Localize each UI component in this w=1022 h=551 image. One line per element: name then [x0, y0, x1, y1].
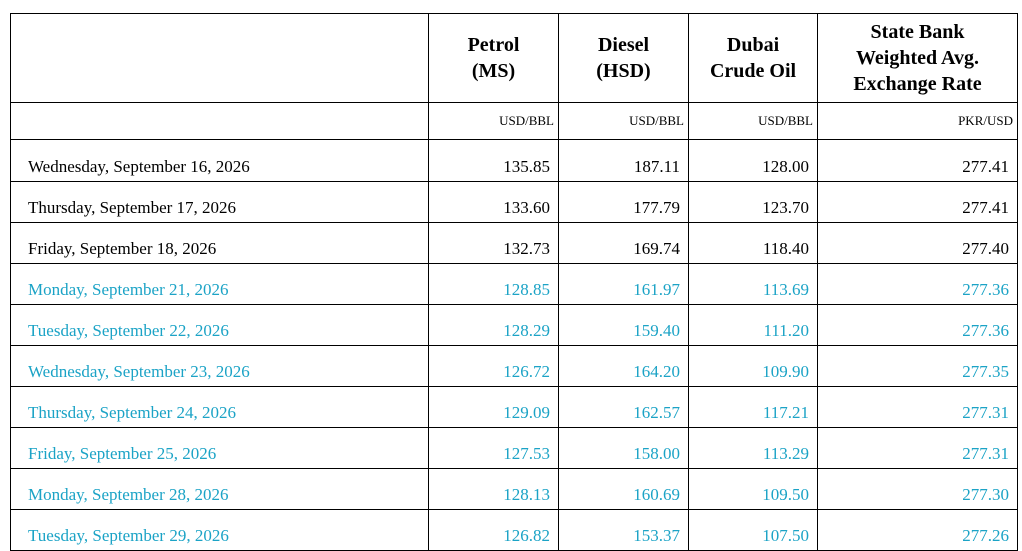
unit-dubai: USD/BBL: [688, 102, 818, 140]
row-rate: 277.30: [817, 468, 1018, 510]
row-dubai: 123.70: [688, 181, 818, 223]
row-petrol: 133.60: [428, 181, 559, 223]
row-rate: 277.36: [817, 263, 1018, 305]
row-diesel: 187.11: [558, 139, 689, 182]
unit-date-cell: [10, 102, 429, 140]
row-rate: 277.31: [817, 386, 1018, 428]
header-dubai-line-1: Dubai: [726, 34, 780, 56]
row-date: Thursday, September 17, 2026: [10, 181, 429, 223]
header-petrol-line-2: (MS): [471, 60, 516, 82]
table-row: Wednesday, September 16, 2026 135.85 187.1…: [10, 139, 1018, 182]
row-date: Friday, September 25, 2026: [10, 427, 429, 469]
header-dubai-crude: Dubai Crude Oil: [688, 13, 818, 103]
header-date-cell: [10, 13, 429, 103]
row-diesel: 159.40: [558, 304, 689, 346]
row-diesel: 160.69: [558, 468, 689, 510]
row-dubai: 111.20: [688, 304, 818, 346]
table-row: Tuesday, September 22, 2026 128.29 159.40 1…: [10, 304, 1018, 346]
price-table: Petrol (MS) Diesel (HSD) Dubai Crude Oil…: [10, 13, 1018, 551]
row-petrol: 127.53: [428, 427, 559, 469]
header-petrol: Petrol (MS): [428, 13, 559, 103]
row-date: Friday, September 18, 2026: [10, 222, 429, 264]
table-row: Monday, September 21, 2026 128.85 161.97 11…: [10, 263, 1018, 305]
row-petrol: 126.82: [428, 509, 559, 551]
row-petrol: 128.29: [428, 304, 559, 346]
unit-diesel: USD/BBL: [558, 102, 689, 140]
row-dubai: 128.00: [688, 139, 818, 182]
row-diesel: 177.79: [558, 181, 689, 223]
row-dubai: 107.50: [688, 509, 818, 551]
row-rate: 277.26: [817, 509, 1018, 551]
header-diesel: Diesel (HSD): [558, 13, 689, 103]
row-rate: 277.41: [817, 181, 1018, 223]
row-dubai: 118.40: [688, 222, 818, 264]
row-rate: 277.31: [817, 427, 1018, 469]
table-row: Thursday, September 24, 2026 129.09 162.57…: [10, 386, 1018, 428]
header-rate-line-1: State Bank: [870, 21, 965, 43]
row-rate: 277.40: [817, 222, 1018, 264]
table-row: Friday, September 18, 2026 132.73 169.74 11…: [10, 222, 1018, 264]
row-date: Monday, September 28, 2026: [10, 468, 429, 510]
row-dubai: 109.50: [688, 468, 818, 510]
table-body: Wednesday, September 16, 2026 135.85 187.1…: [10, 139, 1018, 551]
row-dubai: 117.21: [688, 386, 818, 428]
header-exchange-rate: State Bank Weighted Avg. Exchange Rate: [817, 13, 1018, 103]
row-date: Thursday, September 24, 2026: [10, 386, 429, 428]
row-rate: 277.35: [817, 345, 1018, 387]
row-petrol: 135.85: [428, 139, 559, 182]
row-date: Tuesday, September 29, 2026: [10, 509, 429, 551]
unit-rate: PKR/USD: [817, 102, 1018, 140]
row-petrol: 128.13: [428, 468, 559, 510]
row-petrol: 126.72: [428, 345, 559, 387]
header-diesel-line-2: (HSD): [596, 60, 651, 82]
row-diesel: 158.00: [558, 427, 689, 469]
header-rate-line-2: Weighted Avg.: [856, 47, 979, 69]
row-date: Wednesday, September 23, 2026: [10, 345, 429, 387]
row-diesel: 153.37: [558, 509, 689, 551]
row-diesel: 161.97: [558, 263, 689, 305]
row-dubai: 109.90: [688, 345, 818, 387]
row-diesel: 164.20: [558, 345, 689, 387]
table-row: Wednesday, September 23, 2026 126.72 164.2…: [10, 345, 1018, 387]
row-date: Tuesday, September 22, 2026: [10, 304, 429, 346]
row-petrol: 132.73: [428, 222, 559, 264]
table-row: Monday, September 28, 2026 128.13 160.69 10…: [10, 468, 1018, 510]
row-diesel: 162.57: [558, 386, 689, 428]
row-date: Monday, September 21, 2026: [10, 263, 429, 305]
unit-petrol: USD/BBL: [428, 102, 559, 140]
row-dubai: 113.29: [688, 427, 818, 469]
table-header-row: Petrol (MS) Diesel (HSD) Dubai Crude Oil…: [10, 13, 1018, 103]
row-petrol: 129.09: [428, 386, 559, 428]
table-row: Tuesday, September 29, 2026 126.82 153.37 1…: [10, 509, 1018, 551]
row-petrol: 128.85: [428, 263, 559, 305]
header-rate-line-3: Exchange Rate: [853, 73, 982, 95]
row-diesel: 169.74: [558, 222, 689, 264]
row-date: Wednesday, September 16, 2026: [10, 139, 429, 182]
row-rate: 277.36: [817, 304, 1018, 346]
row-dubai: 113.69: [688, 263, 818, 305]
header-dubai-line-2: Crude Oil: [709, 60, 797, 82]
table-row: Thursday, September 17, 2026 133.60 177.79…: [10, 181, 1018, 223]
row-rate: 277.41: [817, 139, 1018, 182]
table-row: Friday, September 25, 2026 127.53 158.00 11…: [10, 427, 1018, 469]
header-diesel-line-1: Diesel: [597, 34, 650, 56]
header-petrol-line-1: Petrol: [467, 34, 520, 56]
units-row: USD/BBL USD/BBL USD/BBL PKR/USD: [10, 102, 1018, 140]
